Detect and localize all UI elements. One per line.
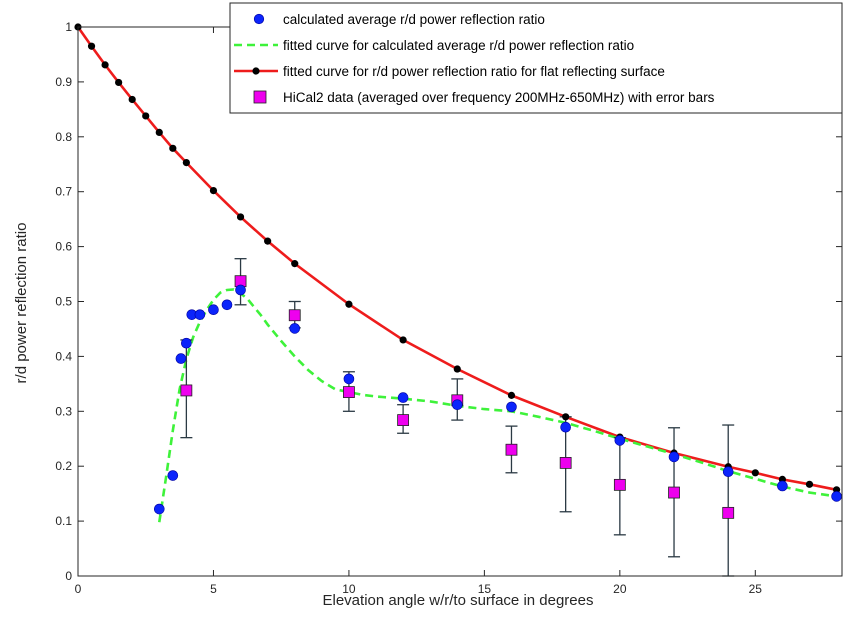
y-tick-label: 0.2 <box>55 459 72 473</box>
y-tick-label: 0.9 <box>55 75 72 89</box>
x-tick-label: 0 <box>75 582 82 596</box>
legend-label: fitted curve for r/d power reflection ra… <box>283 64 665 79</box>
x-tick-label: 20 <box>613 582 627 596</box>
flat-surface-point <box>562 413 570 421</box>
flat-surface-point <box>142 112 150 120</box>
calculated-point <box>722 466 734 477</box>
hical-data-point <box>505 443 518 456</box>
y-tick-label: 0.8 <box>55 130 72 144</box>
x-tick-label: 15 <box>478 582 492 596</box>
calculated-point <box>221 299 233 311</box>
y-tick-label: 0.6 <box>55 240 72 254</box>
y-tick-label: 0.1 <box>55 514 72 528</box>
hical-data-point <box>668 486 680 499</box>
legend-label: HiCal2 data (averaged over frequency 200… <box>283 90 715 105</box>
flat-surface-point <box>155 128 163 137</box>
calculated-point <box>208 304 219 316</box>
hical-data-point <box>180 384 193 397</box>
plot-area <box>74 23 842 577</box>
calculated-point <box>397 392 409 403</box>
flat-surface-point <box>236 213 245 221</box>
calculated-point <box>614 435 626 446</box>
flat-surface-point <box>507 391 516 399</box>
hical-data-point <box>722 506 735 519</box>
x-tick-label: 10 <box>342 582 356 596</box>
calculated-point <box>167 470 179 481</box>
legend-symbol-hical <box>253 90 267 104</box>
x-tick-label: 5 <box>210 582 217 596</box>
calculated-point <box>560 421 571 433</box>
flat-surface-point <box>209 187 218 195</box>
flat-surface-point <box>453 365 461 373</box>
axes: 0 5 10 15 20 25 0 0.1 0.2 0.3 0.4 0.5 0.6 0.7 0.8 0.9 1 <box>55 20 843 596</box>
calculated-point <box>175 353 187 364</box>
flat-surface-point <box>291 260 299 268</box>
legend-label: calculated average r/d power reflection … <box>283 12 545 27</box>
calculated-point <box>831 491 842 502</box>
flat-surface-point <box>115 78 123 87</box>
legend-symbol-flat-marker <box>252 67 260 75</box>
hical-data-point <box>397 414 410 426</box>
y-axis-label: r/d power reflection ratio <box>13 223 30 384</box>
hical-data-point <box>613 478 626 491</box>
x-axis-label: Elevation angle w/r/to surface in degree… <box>323 592 594 609</box>
flat-surface-point <box>751 469 759 477</box>
calculated-point <box>668 451 680 463</box>
legend: calculated average r/d power reflection … <box>229 2 843 114</box>
legend-label: fitted curve for calculated average r/d … <box>283 38 634 53</box>
x-tick-label: 25 <box>749 582 763 596</box>
flat-surface-point <box>87 42 96 50</box>
calculated-point <box>153 503 165 515</box>
hical-data-point <box>288 309 301 322</box>
calculated-point <box>777 480 788 492</box>
flat-surface-point <box>399 336 407 344</box>
y-tick-label: 0 <box>65 569 72 583</box>
flat-surface-point <box>128 95 136 104</box>
legend-box <box>229 2 843 114</box>
hical-data-point <box>559 457 572 469</box>
calculated-point <box>451 399 463 411</box>
y-tick-label: 0.7 <box>55 185 72 199</box>
flat-surface-point <box>264 237 272 245</box>
hical-data-point <box>343 386 355 398</box>
calculated-point <box>506 401 517 413</box>
legend-symbol-calculated <box>253 13 265 25</box>
flat-surface-point <box>182 159 190 167</box>
flat-surface-point <box>101 61 109 69</box>
flat-surface-point <box>345 300 353 308</box>
flat-surface-point <box>805 480 814 488</box>
y-tick-label: 0.3 <box>55 404 72 418</box>
calculated-point <box>343 373 355 385</box>
calculated-point <box>181 337 192 349</box>
y-tick-label: 1 <box>65 20 72 34</box>
calculated-point <box>235 284 246 296</box>
flat-surface-point <box>169 144 177 152</box>
y-tick-label: 0.5 <box>55 295 72 309</box>
calculated-point <box>194 309 206 320</box>
calculated-point <box>289 323 301 334</box>
fitted-calc-curve <box>157 288 837 523</box>
y-tick-label: 0.4 <box>55 349 72 363</box>
